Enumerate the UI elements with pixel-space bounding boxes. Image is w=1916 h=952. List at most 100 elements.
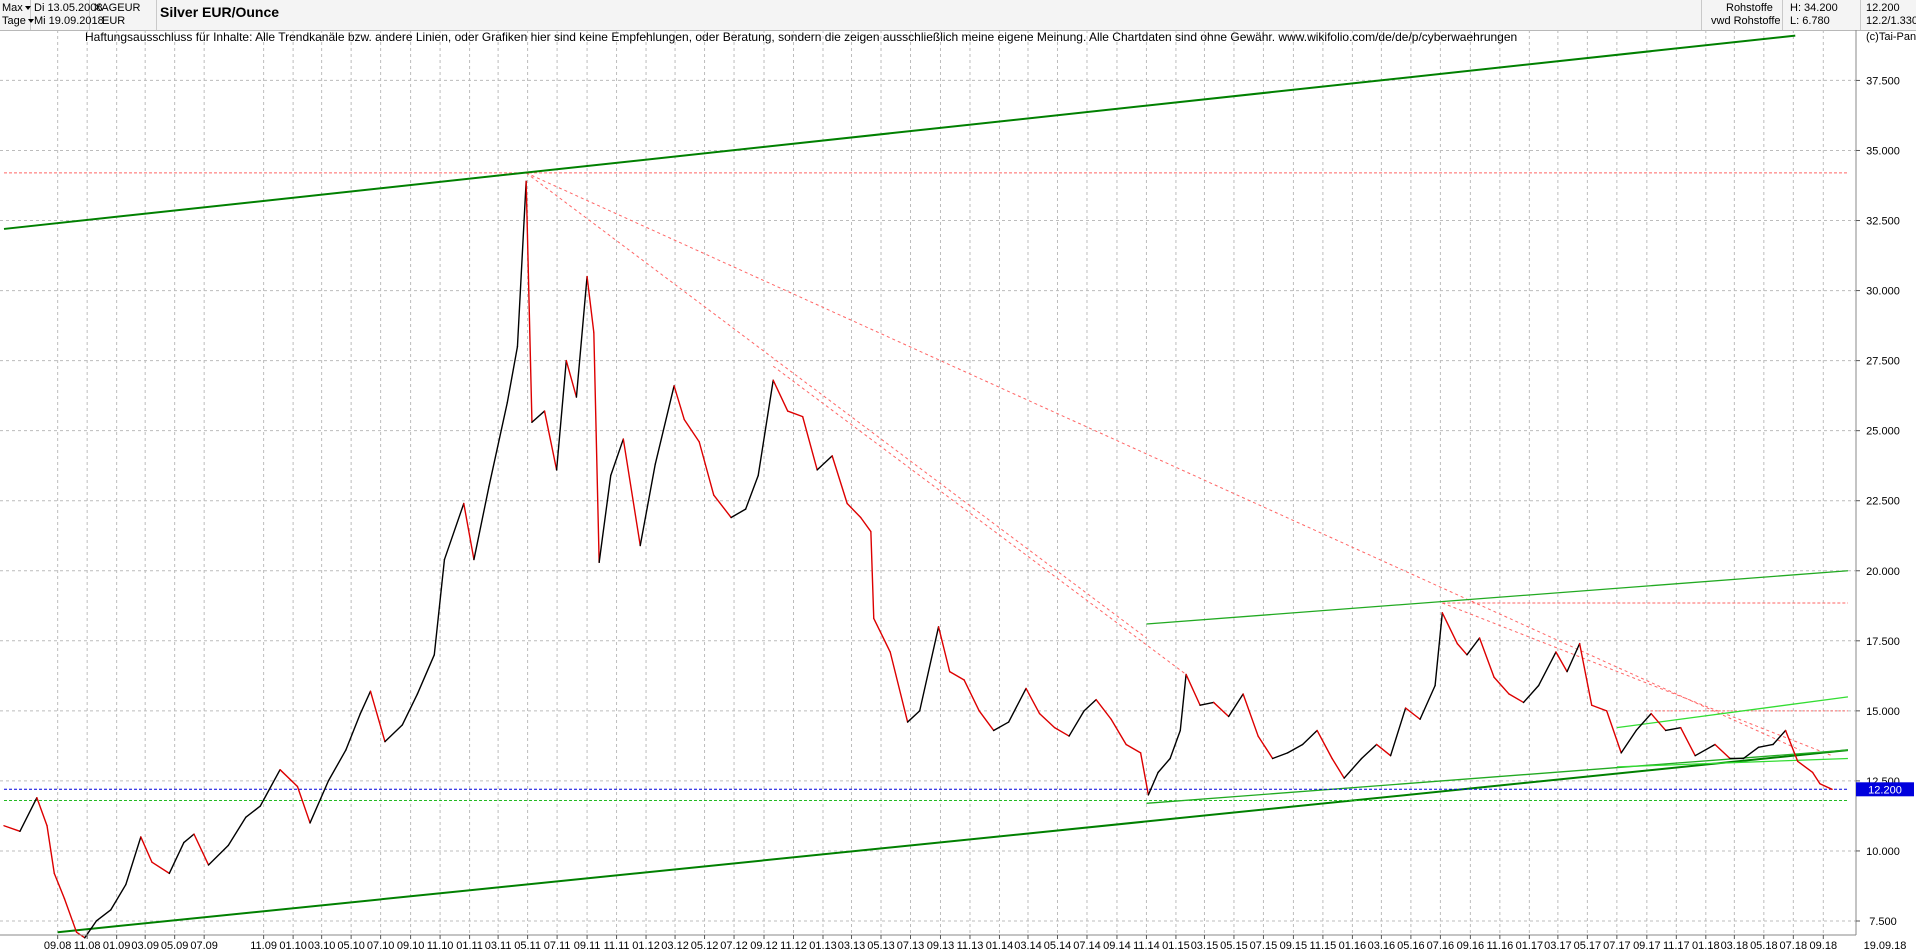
price-segment [207, 844, 230, 866]
date-from: Di 13.05.2008 [34, 2, 103, 14]
price-segment [948, 670, 965, 681]
price-segment [1620, 729, 1637, 754]
price-segment [1606, 710, 1622, 754]
x-tick-label: 01.13 [809, 940, 837, 952]
price-segment [1316, 729, 1333, 760]
price-segment [555, 359, 567, 471]
x-axis: 09.08 11.08 01.09 03.09 05.09 07.09 11.09 01.10… [0, 934, 1906, 952]
price-segment [1819, 782, 1833, 791]
price-segment [1522, 684, 1540, 704]
x-tick-label: 09.15 [1280, 940, 1308, 952]
x-tick-label: 03.10 [308, 940, 336, 952]
price-segment [1635, 712, 1652, 732]
price-segment [125, 836, 142, 886]
price-segment [1493, 676, 1510, 695]
price-segment [345, 712, 362, 751]
y-tick-label: 20.000 [1866, 566, 1900, 578]
interval-dropdown[interactable]: Tage [2, 15, 34, 28]
price-segment [151, 861, 171, 875]
price-series [3, 180, 1833, 939]
chart-title: Silver EUR/Ounce [160, 4, 280, 20]
price-segment [1242, 693, 1259, 737]
price-segment [296, 785, 311, 824]
disclaimer-text: Haftungsausschluss für Inhalte: Alle Tre… [85, 30, 1518, 44]
x-tick-label: 09.17 [1633, 940, 1661, 952]
price-segment [787, 410, 804, 418]
x-tick-label: 05.11 [514, 940, 541, 952]
price-segment [95, 909, 112, 922]
price-segment [978, 710, 995, 732]
x-tick-label: 03.09 [131, 940, 159, 952]
price-segment [1212, 701, 1230, 718]
price-segment [506, 345, 519, 404]
price-segment [963, 679, 980, 712]
price-segment [327, 749, 347, 782]
price-segment [1169, 729, 1181, 760]
y-axis: 7.50010.00012.50015.00017.50020.00022.50… [1855, 30, 1914, 935]
x-tick-label: 05.14 [1044, 940, 1072, 952]
price-segment [1679, 726, 1696, 757]
x-tick-label: 05.09 [161, 940, 189, 952]
price-segment [227, 816, 247, 847]
last-detail: 12.2/1.330 [1866, 15, 1916, 27]
y-tick-label: 27.500 [1866, 356, 1900, 368]
price-segment [1441, 612, 1459, 645]
price-segment [384, 724, 404, 743]
price-segment [543, 410, 558, 471]
price-segment [1331, 757, 1345, 779]
price-segment [168, 841, 185, 875]
price-segment [1343, 757, 1363, 779]
x-tick-label: 03.16 [1368, 940, 1396, 952]
price-segment [1591, 704, 1608, 712]
price-segment [3, 825, 21, 833]
price-segment [1271, 752, 1289, 760]
price-segment [673, 385, 685, 421]
price-segment [622, 438, 641, 547]
x-tick-label: 01.09 [103, 940, 131, 952]
downtrend-line-d [1442, 602, 1833, 757]
x-tick-label: 09.14 [1103, 940, 1131, 952]
price-segment [1796, 760, 1814, 774]
price-segment [1286, 743, 1304, 754]
price-segment [1694, 743, 1716, 757]
price-segment [1025, 687, 1041, 715]
price-segment [183, 833, 195, 844]
channel-upper-2017 [1616, 696, 1849, 729]
period-dropdown[interactable]: Max [2, 2, 31, 15]
x-tick-label: 05.16 [1397, 940, 1425, 952]
last-value: 12.200 [1866, 2, 1900, 14]
x-tick-label: 03.17 [1544, 940, 1572, 952]
chart-grid [0, 30, 1856, 935]
current-value-badge [1856, 782, 1914, 797]
price-segment [992, 721, 1010, 732]
price-segment [1139, 752, 1150, 796]
price-segment [443, 502, 465, 561]
price-segment [846, 502, 862, 519]
price-segment [889, 651, 909, 723]
price-segment [1095, 698, 1112, 720]
price-segment [1772, 729, 1787, 746]
y-tick-label: 37.500 [1866, 75, 1900, 87]
price-segment [1147, 771, 1159, 796]
x-tick-label: 01.16 [1339, 940, 1367, 952]
price-segment [639, 463, 656, 547]
price-segment [1199, 701, 1215, 706]
y-tick-label: 15.000 [1866, 706, 1900, 718]
price-segment [1650, 712, 1667, 732]
x-tick-label: 09.13 [927, 940, 955, 952]
current-value-label: 12.200 [1868, 784, 1902, 796]
price-chart[interactable]: 7.50010.00012.50015.00017.50020.00022.50… [0, 30, 1916, 952]
x-tick-label: 05.10 [337, 940, 365, 952]
x-tick-label: 01.17 [1516, 940, 1544, 952]
price-segment [525, 180, 533, 423]
x-tick-label: 09.18 [1810, 940, 1838, 952]
date-range: Di 13.05.2008 Mi 19.09.2018 [31, 0, 104, 30]
price-segment [654, 385, 675, 465]
price-segment [1360, 743, 1378, 760]
price-segment [683, 418, 700, 443]
price-segment [757, 379, 774, 477]
price-segment [1478, 637, 1495, 678]
price-segment [816, 455, 833, 471]
high-low: H: 34.200 L: 6.780 [1782, 0, 1861, 30]
price-segment [575, 275, 588, 398]
